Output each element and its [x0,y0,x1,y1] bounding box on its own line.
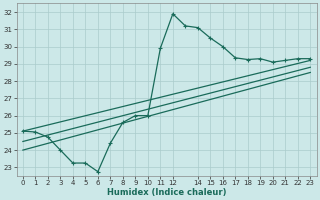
X-axis label: Humidex (Indice chaleur): Humidex (Indice chaleur) [107,188,226,197]
